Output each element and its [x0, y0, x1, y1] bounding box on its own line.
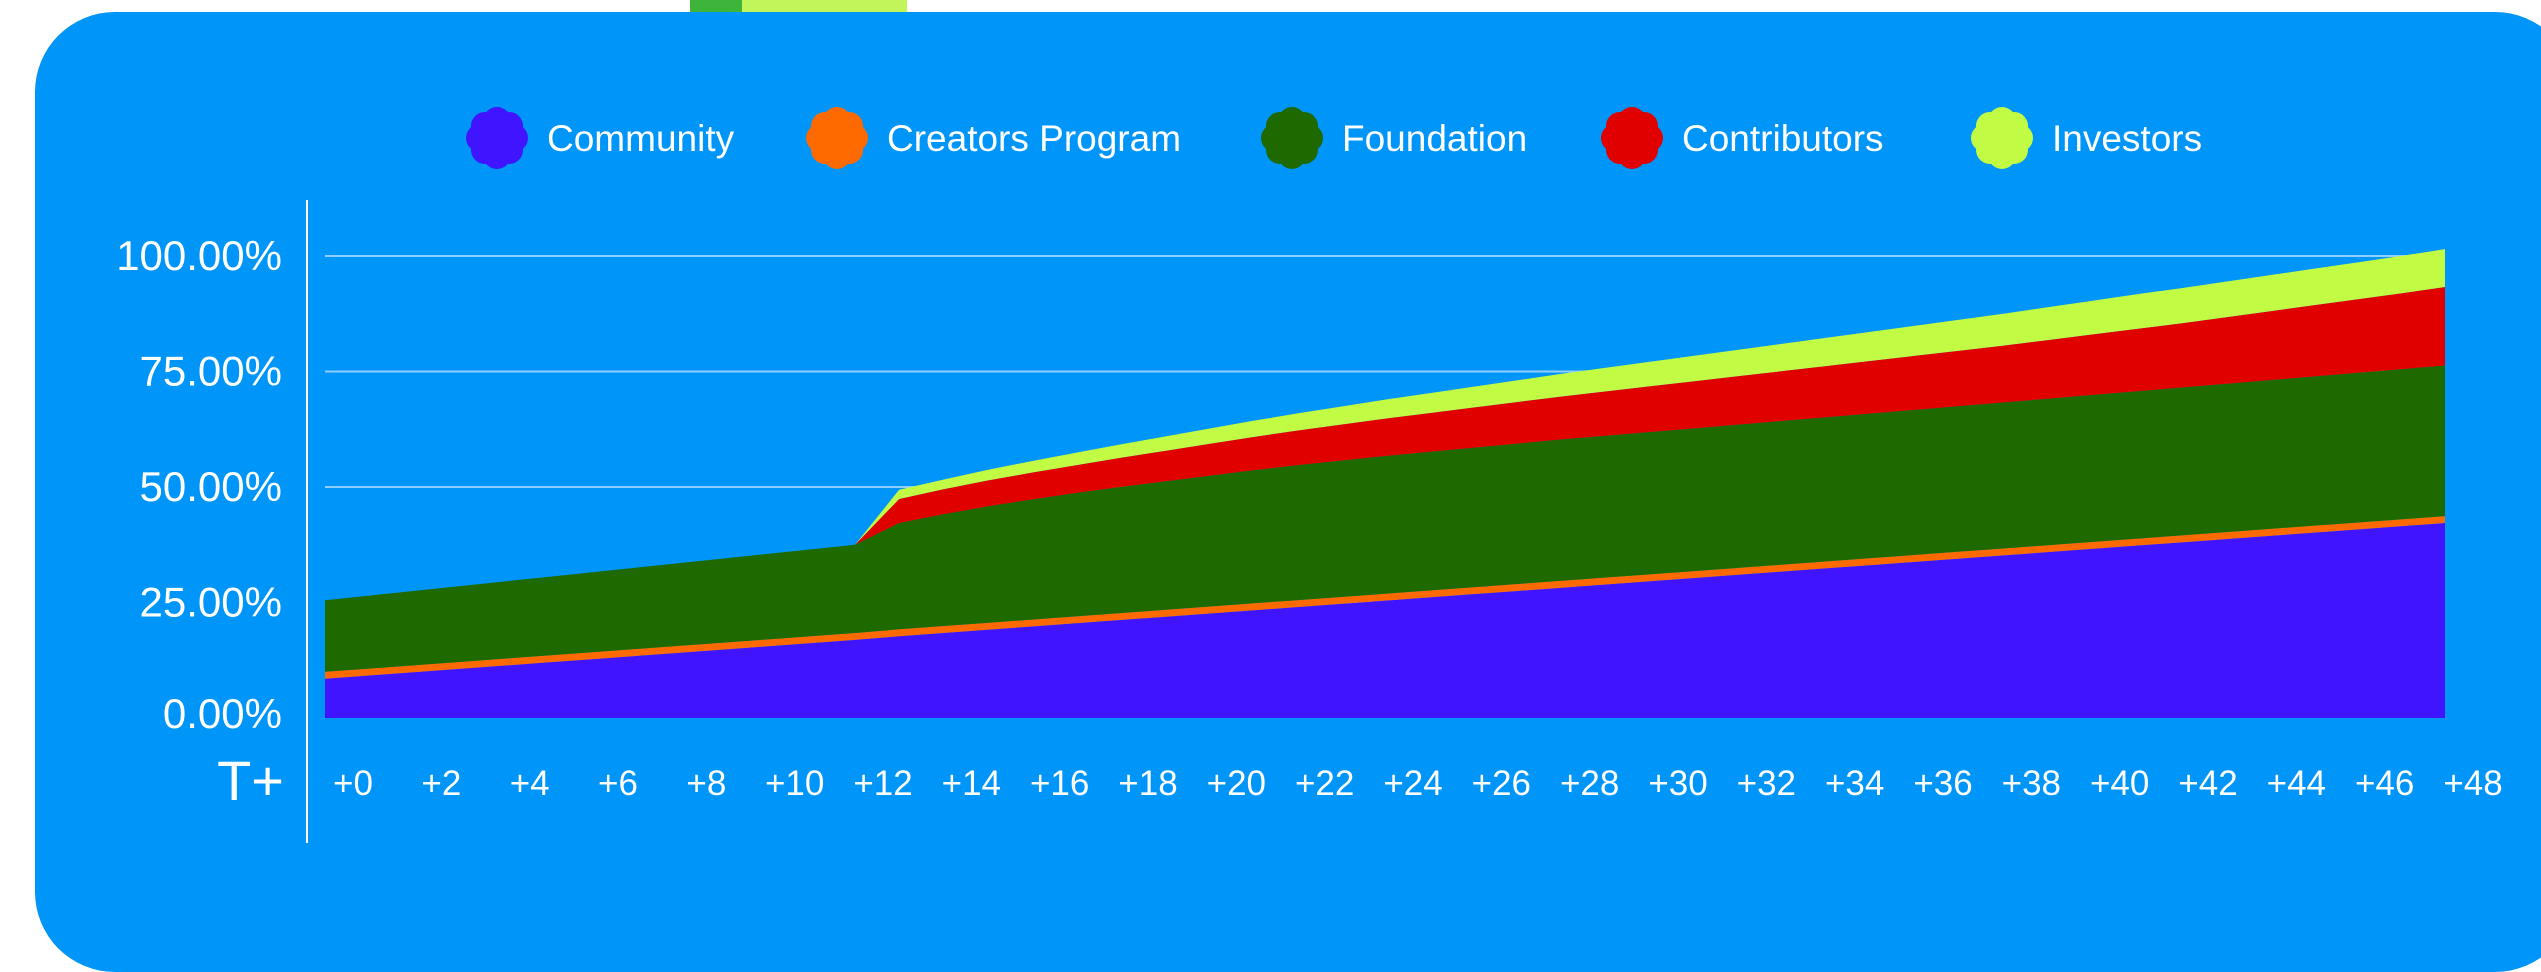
x-tick-label: +38: [2002, 764, 2061, 803]
y-tick-label: 0.00%: [163, 690, 282, 737]
legend-label: Community: [547, 118, 735, 159]
x-tick-label: +0: [333, 764, 373, 803]
x-tick-label: +44: [2267, 764, 2326, 803]
stacked-areas: [325, 249, 2445, 718]
x-tick-label: +48: [2443, 764, 2502, 803]
area-foundation: [325, 365, 2445, 672]
x-tick-label: +6: [598, 764, 638, 803]
x-tick-label: +32: [1737, 764, 1796, 803]
legend-marker-icon: [806, 107, 868, 169]
legend-label: Foundation: [1342, 118, 1527, 159]
x-tick-label: +26: [1472, 764, 1531, 803]
area-investors: [855, 249, 2445, 545]
legend-label: Investors: [2052, 118, 2202, 159]
x-tick-label: +2: [421, 764, 461, 803]
x-tick-label: +24: [1383, 764, 1442, 803]
legend: Community Creators Program Foundation Contr…: [466, 107, 2202, 169]
legend-marker-icon: [1971, 107, 2033, 169]
token-vesting-chart: Community Creators Program Foundation Contr…: [116, 107, 2503, 843]
x-tick-label: +16: [1030, 764, 1089, 803]
x-tick-label: +36: [1913, 764, 1972, 803]
area-contributors: [855, 286, 2445, 545]
x-tick-label: +22: [1295, 764, 1354, 803]
y-tick-label: 100.00%: [116, 232, 282, 279]
x-tick-label: +14: [942, 764, 1001, 803]
x-tick-label: +8: [686, 764, 726, 803]
x-tick-label: +18: [1118, 764, 1177, 803]
legend-item-investors: Investors: [1971, 107, 2202, 169]
x-tick-label: +12: [853, 764, 912, 803]
x-tick-label: +34: [1825, 764, 1884, 803]
x-tick-label: +40: [2090, 764, 2149, 803]
area-creators-program: [325, 516, 2445, 679]
legend-label: Creators Program: [887, 118, 1181, 159]
x-tick-label: +30: [1648, 764, 1707, 803]
x-tick-labels: +0 +2 +4 +6 +8 +10 +12 +14 +16 +18 +20 +22 +24 +26 +28…: [333, 764, 2503, 803]
legend-label: Contributors: [1682, 118, 1884, 159]
legend-item-community: Community: [466, 107, 735, 169]
y-tick-labels: 0.00% 25.00% 50.00% 75.00% 100.00%: [116, 232, 282, 737]
x-tick-label: +28: [1560, 764, 1619, 803]
area-community: [325, 523, 2445, 718]
x-tick-label: +46: [2355, 764, 2414, 803]
legend-marker-icon: [466, 107, 528, 169]
y-tick-label: 75.00%: [140, 348, 282, 395]
x-tick-label: +20: [1207, 764, 1266, 803]
y-tick-label: 50.00%: [140, 463, 282, 510]
legend-marker-icon: [1601, 107, 1663, 169]
legend-item-foundation: Foundation: [1261, 107, 1527, 169]
y-tick-label: 25.00%: [140, 579, 282, 626]
legend-item-creators-program: Creators Program: [806, 107, 1181, 169]
legend-item-contributors: Contributors: [1601, 107, 1884, 169]
x-tick-label: +10: [765, 764, 824, 803]
x-tick-label: +42: [2178, 764, 2237, 803]
x-axis-prefix: T+: [217, 749, 284, 812]
x-tick-label: +4: [510, 764, 550, 803]
legend-marker-icon: [1261, 107, 1323, 169]
